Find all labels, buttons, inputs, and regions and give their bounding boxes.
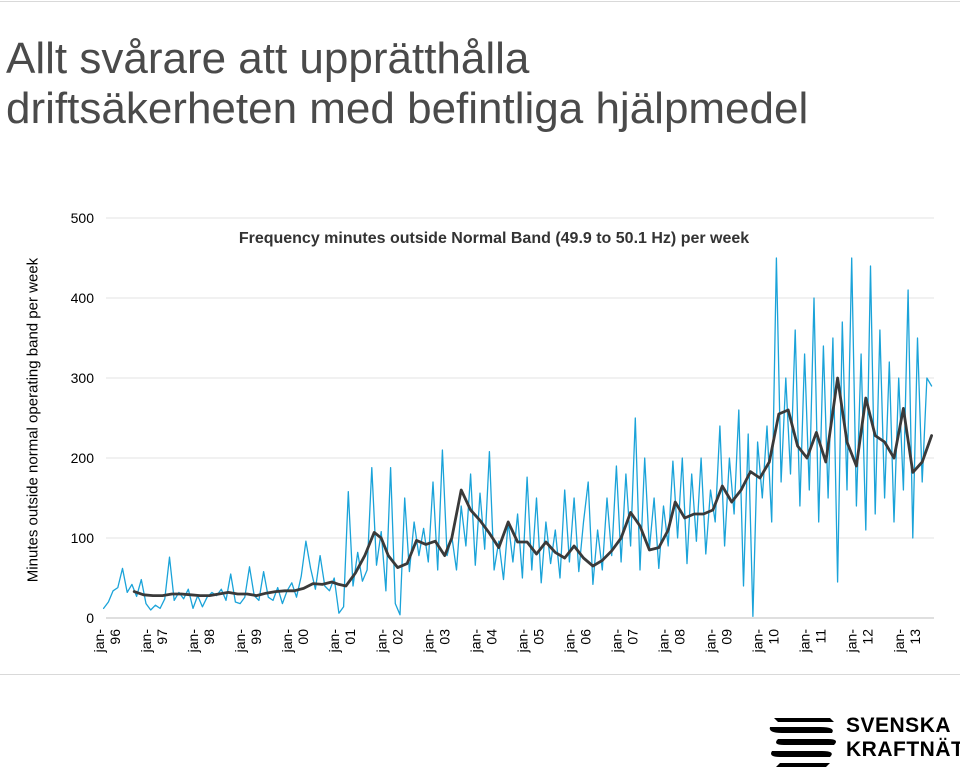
x-tick-label-month: jan- (279, 629, 295, 654)
top-divider (0, 1, 960, 2)
x-tick-labels: jan- 96 jan- 97 jan- 98 jan- 99 jan- 00 jan- 01 jan-… (91, 629, 923, 654)
x-tick-label: jan- 96 (91, 629, 123, 654)
x-tick-label-month: jan- (656, 629, 672, 654)
x-tick-label-month: jan- (138, 629, 154, 654)
x-tick-label-year: 12 (860, 629, 876, 645)
logo-line-1: SVENSKA (846, 714, 952, 737)
logo-wordmark: SVENSKA KRAFTNÄT (846, 714, 960, 762)
gridlines (106, 217, 934, 619)
x-tick-label-month: jan- (844, 629, 860, 654)
x-tick-label-year: 07 (625, 629, 641, 645)
x-tick-label: jan- 99 (232, 629, 264, 654)
y-tick-label: 100 (71, 530, 95, 546)
x-tick-label-month: jan- (514, 629, 530, 654)
x-tick-label-month: jan- (750, 629, 766, 654)
series-lines (102, 257, 933, 618)
x-tick-label-year: 01 (342, 629, 358, 645)
x-tick-label: jan- 10 (750, 629, 782, 654)
x-tick-label-year: 99 (248, 629, 264, 645)
x-tick-label: jan- 01 (326, 629, 358, 654)
x-tick-label: jan- 08 (656, 629, 688, 654)
x-tick-label: jan- 06 (561, 629, 593, 654)
bottom-divider (0, 674, 960, 675)
moving-average-series-line (132, 376, 933, 597)
x-tick-label: jan- 97 (138, 629, 170, 654)
x-tick-label-month: jan- (91, 629, 107, 654)
x-tick-label-month: jan- (326, 629, 342, 654)
x-tick-label: jan- 11 (797, 629, 829, 654)
x-tick-label: jan- 03 (420, 629, 452, 654)
y-tick-label: 200 (71, 450, 95, 466)
x-tick-label: jan- 98 (185, 629, 217, 654)
x-tick-label-year: 00 (295, 629, 311, 645)
x-tick-label-month: jan- (891, 629, 907, 654)
x-tick-label-month: jan- (232, 629, 248, 654)
x-tick-label: jan- 05 (514, 629, 546, 654)
x-tick-label-year: 11 (813, 629, 829, 644)
x-tick-label-month: jan- (609, 629, 625, 654)
x-tick-label-year: 08 (672, 629, 688, 645)
x-tick-label-month: jan- (467, 629, 483, 654)
x-tick-label-month: jan- (561, 629, 577, 654)
x-tick-label-month: jan- (185, 629, 201, 654)
y-tick-label: 400 (71, 290, 95, 306)
x-tick-label-year: 09 (719, 629, 735, 645)
x-tick-label: jan- 09 (703, 629, 735, 654)
slide-title-line-2: driftsäkerheten med befintliga hjälpmede… (6, 84, 809, 133)
x-tick-label-year: 96 (107, 629, 123, 645)
x-tick-label: jan- 04 (467, 629, 499, 654)
logo-mark-icon (769, 718, 836, 767)
y-tick-label: 300 (71, 370, 95, 386)
x-tick-label-year: 06 (577, 629, 593, 645)
x-tick-label-year: 04 (483, 629, 499, 645)
slide-title-line-1: Allt svårare att upprätthålla (6, 34, 530, 83)
x-tick-label-year: 10 (766, 629, 782, 645)
x-tick-label: jan- 12 (844, 629, 876, 654)
y-tick-label: 500 (71, 210, 95, 226)
x-tick-label-month: jan- (420, 629, 436, 654)
x-tick-label-year: 13 (907, 629, 923, 645)
x-tick-label: jan- 02 (373, 629, 405, 654)
x-tick-label: jan- 07 (609, 629, 641, 654)
y-tick-label: 0 (86, 610, 94, 626)
y-tick-labels: 0 100 200 300 400 500 (71, 210, 95, 626)
x-tick-label-month: jan- (797, 629, 813, 654)
x-tick-label-month: jan- (373, 629, 389, 654)
x-tick-label-year: 98 (201, 629, 217, 645)
weekly-series-line (102, 257, 933, 618)
svenska-kraftnat-logo: SVENSKA KRAFTNÄT (768, 714, 960, 772)
x-tick-label-year: 97 (154, 629, 170, 645)
x-tick-label-year: 05 (530, 629, 546, 645)
x-tick-label: jan- 13 (891, 629, 923, 654)
x-tick-label-month: jan- (703, 629, 719, 654)
x-tick-label-year: 02 (389, 629, 405, 645)
x-tick-label: jan- 00 (279, 629, 311, 654)
chart-title: Frequency minutes outside Normal Band (4… (239, 230, 749, 247)
logo-line-2: KRAFTNÄT (846, 738, 960, 761)
x-tick-label-year: 03 (436, 629, 452, 645)
slide-title: Allt svårare att upprätthålla driftsäker… (6, 34, 956, 134)
